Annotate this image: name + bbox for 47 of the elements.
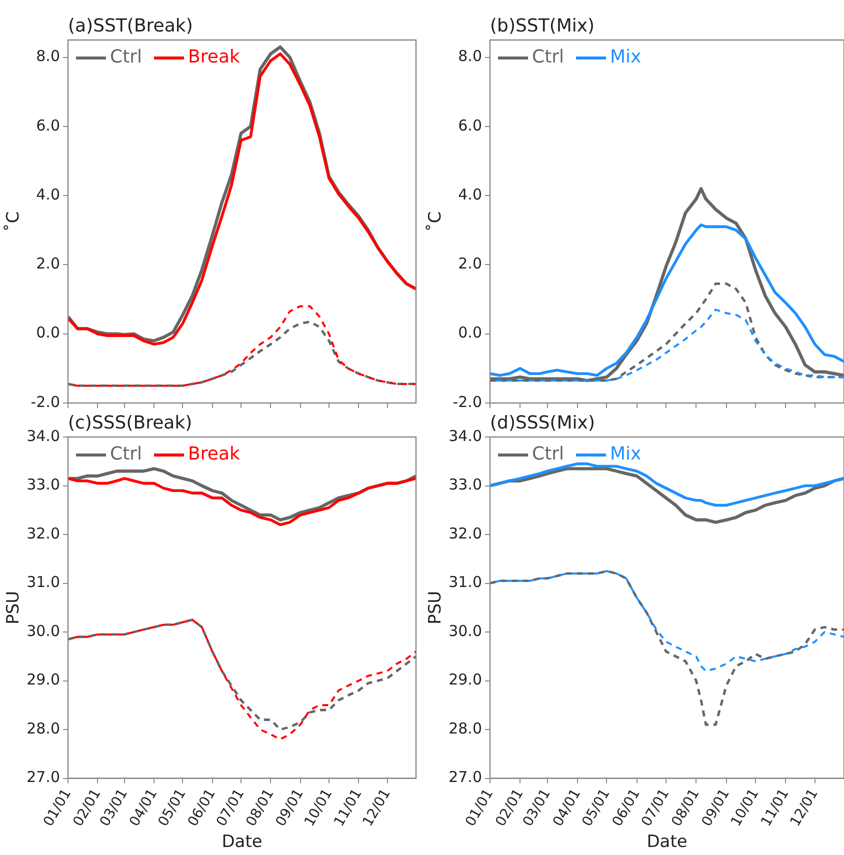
y-tick-label: 32.0	[448, 524, 482, 542]
legend-label: Ctrl	[110, 46, 142, 68]
y-tick-label: -2.0	[452, 392, 482, 411]
y-tick-label: 2.0	[36, 254, 60, 273]
x-axis-title: Date	[646, 832, 688, 852]
y-tick-label: 29.0	[448, 670, 482, 689]
y-tick-label: 0.0	[458, 324, 482, 342]
y-tick-label: 31.0	[26, 573, 60, 592]
y-tick-label: 27.0	[448, 768, 482, 786]
chart-title: (c)SSS(Break)	[68, 412, 192, 434]
chart-title: (a)SST(Break)	[68, 16, 193, 37]
y-axis-title: PSU	[4, 590, 24, 624]
legend-label: Ctrl	[532, 444, 564, 465]
y-tick-label: 28.0	[448, 719, 482, 738]
y-tick-label: 33.0	[448, 476, 482, 494]
y-tick-label: 30.0	[448, 622, 482, 640]
legend-label: Ctrl	[532, 46, 564, 68]
y-axis-title: PSU	[426, 590, 446, 624]
legend-label: Mix	[610, 444, 642, 465]
y-tick-label: -2.0	[30, 392, 60, 411]
chart-title: (b)SST(Mix)	[490, 16, 595, 37]
y-tick-label: 30.0	[26, 622, 60, 640]
legend-label: Break	[188, 444, 240, 465]
y-tick-label: 34.0	[26, 426, 60, 445]
y-tick-label: 6.0	[36, 116, 60, 134]
line-series	[490, 570, 844, 726]
y-tick-label: 8.0	[36, 47, 60, 66]
chart-title: (d)SSS(Mix)	[490, 412, 595, 434]
y-tick-label: 0.0	[36, 324, 60, 342]
x-axis-title: Date	[222, 832, 262, 852]
y-tick-label: 4.0	[458, 185, 482, 204]
y-tick-label: 32.0	[26, 524, 60, 542]
y-tick-label: 6.0	[458, 116, 482, 134]
y-tick-label: 27.0	[26, 768, 60, 786]
y-tick-label: 4.0	[36, 185, 60, 204]
y-tick-label: 28.0	[26, 719, 60, 738]
y-tick-label: 34.0	[448, 426, 482, 445]
y-tick-label: 33.0	[26, 476, 60, 494]
legend-label: Mix	[610, 46, 642, 68]
y-axis-title: ˚C	[426, 211, 446, 232]
y-tick-label: 2.0	[458, 254, 482, 273]
y-tick-label: 31.0	[448, 573, 482, 592]
legend-label: Break	[188, 46, 240, 68]
y-tick-label: 29.0	[26, 670, 60, 689]
y-axis-title: ˚C	[4, 211, 24, 232]
y-tick-label: 8.0	[458, 47, 482, 66]
legend-label: Ctrl	[110, 444, 142, 465]
